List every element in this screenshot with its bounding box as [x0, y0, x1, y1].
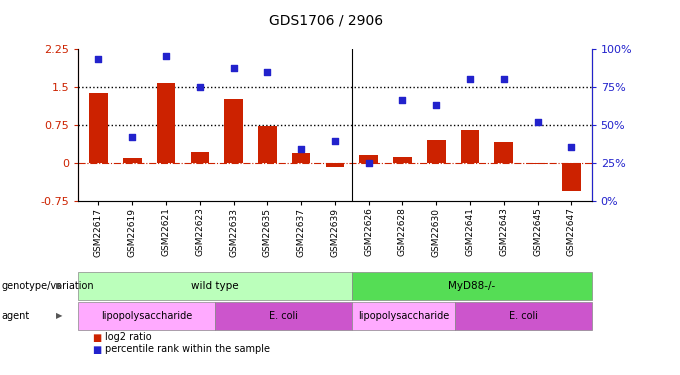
Point: [329, 138, 340, 144]
Text: E. coli: E. coli: [269, 311, 298, 321]
Text: ▶: ▶: [56, 311, 63, 320]
Point: [262, 69, 273, 75]
Bar: [360, 155, 378, 163]
Text: ■: ■: [92, 345, 101, 354]
Point: [464, 76, 475, 82]
Bar: [292, 153, 310, 163]
Point: [566, 144, 577, 150]
Bar: [528, 163, 547, 164]
Text: wild type: wild type: [191, 281, 239, 291]
Point: [228, 66, 239, 72]
Text: ■: ■: [92, 333, 101, 342]
Bar: [156, 82, 175, 163]
Bar: [427, 140, 445, 163]
Text: E. coli: E. coli: [509, 311, 538, 321]
Bar: [190, 152, 209, 163]
Text: lipopolysaccharide: lipopolysaccharide: [101, 311, 192, 321]
Point: [532, 118, 543, 124]
Text: lipopolysaccharide: lipopolysaccharide: [358, 311, 449, 321]
Point: [194, 84, 205, 90]
Bar: [494, 142, 513, 163]
Text: ▶: ▶: [56, 281, 63, 290]
Bar: [224, 99, 243, 163]
Point: [363, 160, 374, 166]
Bar: [258, 126, 277, 163]
Point: [126, 134, 137, 140]
Text: MyD88-/-: MyD88-/-: [448, 281, 496, 291]
Point: [296, 146, 307, 152]
Point: [93, 56, 104, 62]
Text: log2 ratio: log2 ratio: [105, 333, 152, 342]
Point: [431, 102, 442, 108]
Text: agent: agent: [1, 311, 30, 321]
Bar: [562, 163, 581, 190]
Bar: [393, 157, 412, 163]
Bar: [123, 158, 141, 163]
Text: percentile rank within the sample: percentile rank within the sample: [105, 345, 271, 354]
Point: [397, 98, 408, 104]
Bar: [89, 93, 107, 163]
Text: genotype/variation: genotype/variation: [1, 281, 94, 291]
Point: [160, 53, 171, 59]
Point: [498, 76, 509, 82]
Bar: [326, 163, 344, 167]
Bar: [461, 130, 479, 163]
Text: GDS1706 / 2906: GDS1706 / 2906: [269, 13, 384, 28]
